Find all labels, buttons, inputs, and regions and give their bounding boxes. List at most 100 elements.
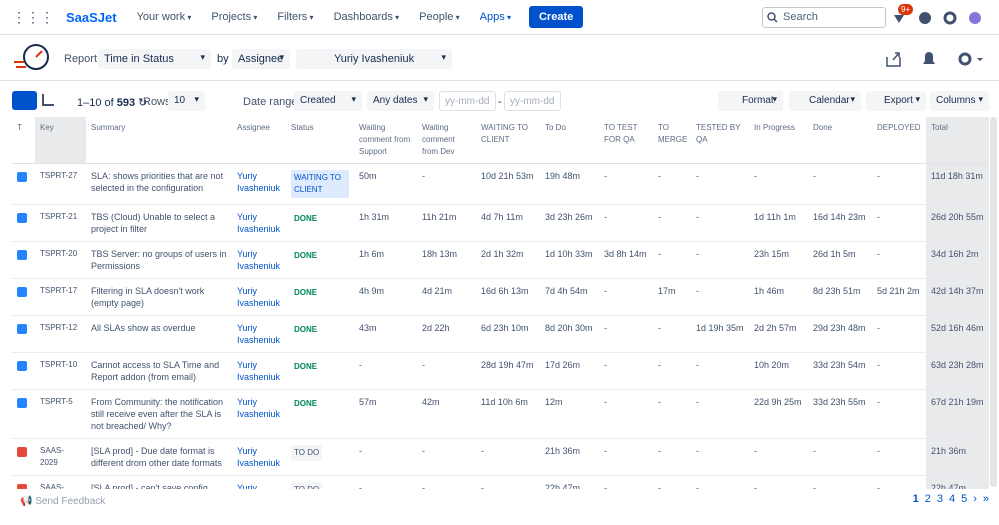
assignee[interactable]: Yuriy Ivasheniuk	[237, 360, 281, 382]
cell: -	[653, 389, 691, 439]
create-button[interactable]: Create	[528, 6, 584, 28]
cell: -	[872, 163, 926, 205]
issue-key[interactable]: SAAS-2029	[40, 446, 65, 467]
status: DONE	[294, 214, 318, 223]
assignee[interactable]: Yuriy Ivasheniuk	[237, 397, 281, 419]
summary[interactable]: SLA: shows priorities that are not selec…	[91, 171, 224, 193]
assignee[interactable]: Yuriy Ivasheniuk	[237, 286, 281, 308]
time-value: 18h 13m	[422, 249, 458, 259]
feedback[interactable]: 📢 Send Feedback	[20, 496, 106, 507]
column-header[interactable]: Assignee	[232, 117, 286, 164]
summary[interactable]: TBS Server: no groups of users in Permis…	[91, 249, 227, 271]
column-header[interactable]: T	[12, 117, 35, 164]
chart-view[interactable]	[42, 94, 54, 106]
search-box[interactable]: Search	[762, 7, 886, 28]
assignee[interactable]: Yuriy Ivasheniuk	[237, 212, 281, 234]
assignee[interactable]: Yuriy Ivasheniuk	[237, 323, 281, 345]
cell: 21h 36m	[540, 438, 599, 476]
time-value: -	[604, 323, 607, 333]
assignee[interactable]: Yuriy Ivasheniuk	[237, 171, 281, 193]
column-header[interactable]: DEPLOYED	[872, 117, 926, 164]
status: DONE	[294, 325, 318, 334]
column-header[interactable]: TESTED BY QA	[691, 117, 749, 164]
export-button[interactable]: Export	[866, 91, 926, 111]
time-value: -	[877, 397, 880, 407]
summary[interactable]: [SLA prod] - Due date format is differen…	[91, 446, 222, 468]
column-header[interactable]: Done	[808, 117, 872, 164]
page-link[interactable]: 2	[924, 493, 931, 505]
column-header[interactable]: Summary	[86, 117, 232, 164]
issue-key[interactable]: TSPRT-20	[40, 249, 78, 258]
assignee[interactable]: Yuriy Ivasheniuk	[237, 446, 281, 468]
columns-button[interactable]: Columns	[930, 91, 989, 111]
nav-item[interactable]: Apps	[480, 11, 511, 23]
last-page[interactable]: »	[982, 493, 989, 505]
summary[interactable]: All SLAs show as overdue	[91, 323, 196, 333]
column-header[interactable]: Waiting comment from Dev	[417, 117, 476, 164]
column-header[interactable]: Status	[286, 117, 354, 164]
column-header[interactable]: Waiting comment from Support	[354, 117, 417, 164]
page-link[interactable]: 4	[948, 493, 956, 505]
assignee[interactable]: Yuriy Ivasheniuk	[237, 483, 258, 489]
issue-key[interactable]: TSPRT-12	[40, 323, 78, 332]
user-select[interactable]: Yuriy Ivasheniuk	[296, 49, 452, 69]
calendar-button[interactable]: Calendar	[789, 91, 861, 111]
column-header[interactable]: TO MERGE	[653, 117, 691, 164]
time-value: 1d 11h 1m	[754, 212, 796, 222]
issue-key[interactable]: TSPRT-5	[40, 397, 73, 406]
time-value: -	[877, 446, 880, 456]
cell: TBS Server: no groups of users in Permis…	[86, 241, 232, 279]
app-switcher[interactable]: ⋮⋮⋮	[12, 8, 54, 25]
summary[interactable]: [SLA prod] - can't save config after try…	[91, 483, 208, 489]
view-toggle[interactable]	[12, 91, 60, 110]
time-value: 3d 8h 14m	[604, 249, 647, 259]
date-to[interactable]: yy-mm-dd	[504, 91, 561, 111]
issue-key[interactable]: TSPRT-17	[40, 286, 78, 295]
summary[interactable]: Filtering in SLA doesn't work (empty pag…	[91, 286, 205, 308]
column-header[interactable]: Key	[35, 117, 86, 164]
nav-item[interactable]: People	[419, 11, 460, 23]
issue-key[interactable]: SAAS-2028	[40, 483, 65, 489]
column-header[interactable]: WAITING TO CLIENT	[476, 117, 540, 164]
date-field-select[interactable]: Created	[294, 91, 362, 111]
summary[interactable]: From Community: the notification still r…	[91, 397, 224, 431]
issue-key[interactable]: TSPRT-27	[40, 171, 78, 180]
column-header[interactable]: Total	[926, 117, 989, 164]
page-link[interactable]: 1	[912, 493, 919, 505]
summary[interactable]: TBS (Cloud) Unable to select a project i…	[91, 212, 216, 234]
scrollbar[interactable]	[990, 117, 997, 487]
issue-key[interactable]: TSPRT-10	[40, 360, 78, 369]
nav-item[interactable]: Projects	[211, 11, 257, 23]
cell: 4d 21m	[417, 278, 476, 316]
cell: -	[749, 475, 808, 489]
report-select[interactable]: Time in Status	[98, 49, 211, 69]
report-label: Report:	[64, 53, 101, 65]
date-preset-select[interactable]: Any dates	[367, 91, 434, 111]
nav-items: Your work Projects Filters Dashboards People…	[117, 11, 511, 23]
cell: TSPRT-20	[35, 241, 86, 279]
issue-key[interactable]: TSPRT-21	[40, 212, 78, 221]
cell: 28d 19h 47m	[476, 352, 540, 390]
assignee[interactable]: Yuriy Ivasheniuk	[237, 249, 281, 271]
cell: -	[872, 204, 926, 242]
group-select[interactable]: Assignee	[232, 49, 290, 69]
brand[interactable]: SaaSJet	[66, 9, 117, 25]
report-actions[interactable]	[885, 50, 985, 68]
nav-item[interactable]: Your work	[137, 11, 192, 23]
page-link[interactable]: 5	[961, 493, 968, 505]
cell: -	[653, 475, 691, 489]
nav-item[interactable]: Filters	[277, 11, 313, 23]
format-button[interactable]: Format	[718, 91, 783, 111]
page-link[interactable]: 3	[936, 493, 943, 505]
nav-icons[interactable]	[892, 11, 982, 25]
nav-item[interactable]: Dashboards	[334, 11, 400, 23]
table-row: TSPRT-5 From Community: the notification …	[12, 389, 989, 439]
date-from[interactable]: yy-mm-dd	[439, 91, 496, 111]
rows-select[interactable]: 10	[168, 91, 205, 111]
column-header[interactable]: To Do	[540, 117, 599, 164]
summary[interactable]: Cannot access to SLA Time and Report add…	[91, 360, 220, 382]
table-view[interactable]	[12, 91, 37, 110]
next-page[interactable]: ›	[973, 493, 977, 505]
column-header[interactable]: TO TEST FOR QA	[599, 117, 653, 164]
column-header[interactable]: In Progress	[749, 117, 808, 164]
